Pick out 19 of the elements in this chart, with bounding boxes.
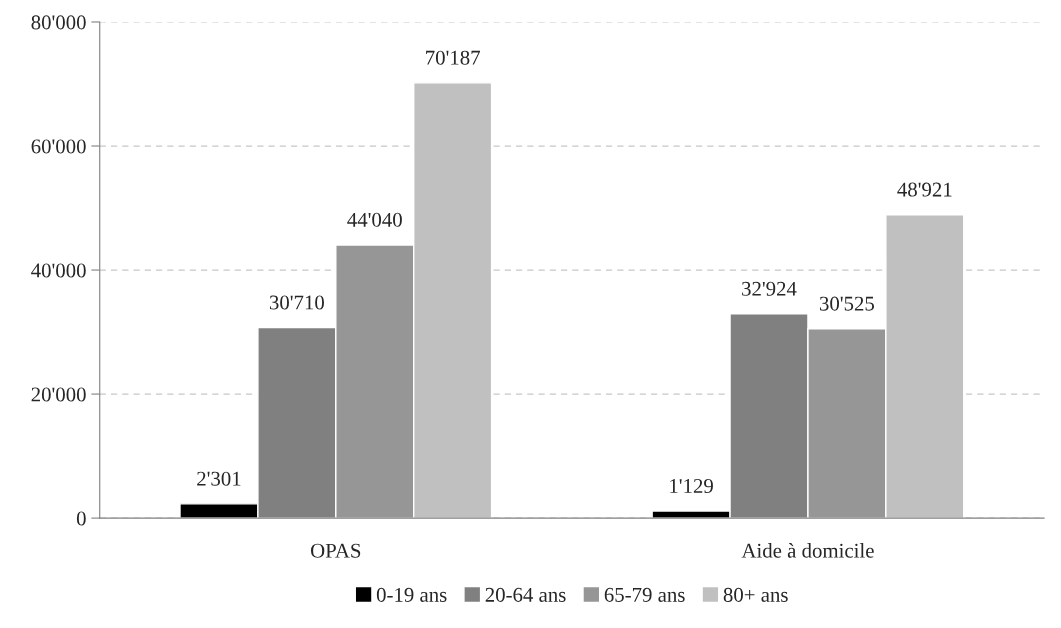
y-tick-label: 20'000 [31,387,86,402]
legend-label: 0-19 ans [376,587,447,602]
y-tick-label: 80'000 [31,15,86,30]
legend-label: 80+ ans [723,587,788,602]
data-label: 32'924 [742,281,797,296]
data-label: 30'710 [269,295,324,310]
legend-label: 20-64 ans [485,587,566,602]
legend-label: 65-79 ans [604,587,685,602]
y-tick-label: 40'000 [31,263,86,278]
y-tick-label: 60'000 [31,139,86,154]
data-label: 70'187 [426,50,480,65]
y-tick-label: 0 [76,511,86,526]
data-label: 30'525 [819,296,875,311]
x-tick-label: Aide à domicile [741,543,874,558]
x-tick-label: OPAS [310,543,361,558]
data-label: 2'301 [197,471,241,486]
data-label: 48'921 [897,182,952,197]
data-label: 44'040 [347,212,402,227]
data-label: 1'129 [670,478,713,493]
